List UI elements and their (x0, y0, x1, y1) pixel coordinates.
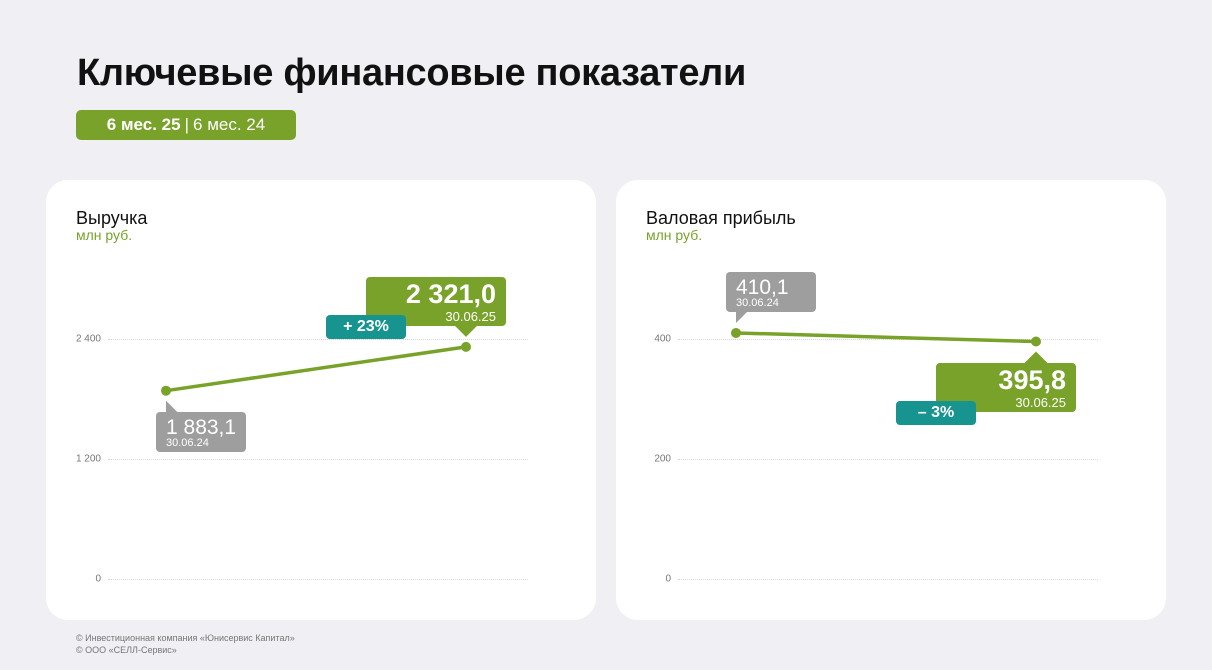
line-plot (161, 324, 478, 413)
label-pointer (1024, 351, 1048, 364)
y-tick-label: 200 (654, 453, 671, 465)
gridline (108, 579, 528, 580)
y-tick-label: 2 400 (75, 333, 101, 345)
data-point (461, 341, 471, 352)
data-point (731, 327, 741, 338)
y-tick-label: 0 (665, 573, 671, 585)
period-separator: | (184, 115, 190, 134)
value-text: 395,8 (998, 364, 1066, 395)
previous-value-label: 410,1 30.06.24 (726, 271, 816, 312)
gridline (108, 339, 528, 340)
gridline (108, 459, 528, 460)
footer-copyright-2: © ООО «СЕЛЛ-Сервис» (76, 645, 177, 655)
previous-value-label: 1 883,1 30.06.24 (156, 411, 246, 452)
current-value-label: 395,8 30.06.25 (936, 362, 1076, 412)
period-selector[interactable]: 6 мес. 25 | 6 мес. 24 (76, 110, 296, 140)
value-text: 1 883,1 (166, 415, 237, 439)
value-text: 2 321,0 (405, 278, 496, 309)
date-text: 30.06.25 (1015, 394, 1066, 410)
label-pointer (166, 400, 178, 413)
series-line (735, 331, 1037, 344)
period-previous: 6 мес. 24 (193, 115, 266, 134)
date-text: 30.06.24 (736, 296, 779, 309)
line-plot (731, 310, 1048, 364)
value-text: 410,1 (736, 275, 789, 299)
series-line (165, 345, 467, 393)
date-text: 30.06.24 (166, 436, 209, 449)
chart-title: Валовая прибыль (646, 208, 796, 228)
gridline (678, 579, 1098, 580)
data-point (161, 385, 171, 396)
y-tick-label: 0 (95, 573, 101, 585)
data-point (1031, 336, 1041, 347)
chart-unit: млн руб. (646, 227, 703, 243)
change-badge: + 23% (326, 314, 406, 339)
gross-profit-card: Валовая прибыль млн руб. 0 200 400 410,1… (616, 180, 1166, 620)
date-text: 30.06.25 (445, 308, 496, 324)
footer-copyright-1: © Инвестиционная компания «Юнисервис Кап… (76, 633, 295, 643)
page-title: Ключевые финансовые показатели (77, 52, 747, 94)
gridline (678, 459, 1098, 460)
label-pointer (736, 310, 748, 323)
y-tick-label: 400 (654, 333, 671, 345)
chart-unit: млн руб. (76, 227, 133, 243)
period-current: 6 мес. 25 (106, 115, 181, 134)
revenue-card: Выручка млн руб. 0 1 200 2 400 1 883,1 3… (46, 180, 596, 620)
change-badge: – 3% (896, 400, 976, 425)
y-tick-label: 1 200 (75, 453, 101, 465)
chart-title: Выручка (76, 208, 148, 228)
gridline (678, 339, 1098, 340)
label-pointer (454, 324, 478, 337)
